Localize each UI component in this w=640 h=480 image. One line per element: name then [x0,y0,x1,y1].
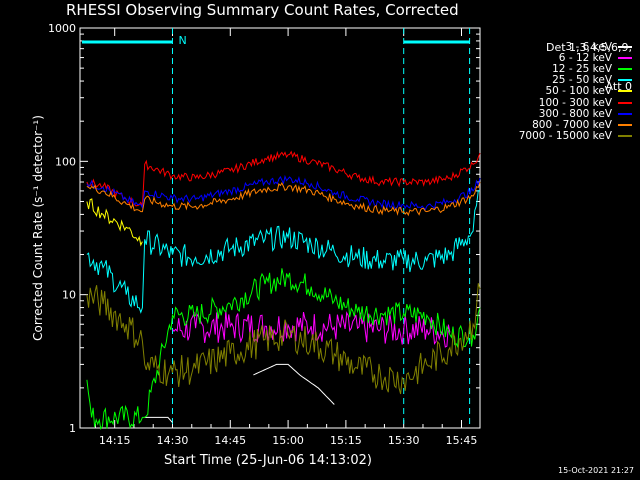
legend-swatch [618,67,632,70]
legend-label: 6 - 12 keV [558,51,612,64]
series-line-25-50keV [86,190,481,314]
legend-swatch [618,90,632,93]
series-line-6-12keV [172,310,451,348]
legend-entry: 6 - 12 keV [519,51,632,64]
x-tick-label: 15:30 [388,434,420,447]
series-line-800-7000keV [86,181,481,217]
legend-entry: 100 - 300 keV [519,96,632,109]
generated-timestamp: 15-Oct-2021 21:27 [558,466,634,475]
series-line-3-6keV [144,416,173,423]
series-line-7000-15000keV [86,283,481,395]
legend-swatch [618,135,632,138]
series-line-3-6keV [253,363,335,405]
legend-swatch [618,56,632,59]
legend-label: 12 - 25 keV [552,62,612,75]
detector-list: Det 1,3,4,5,6,9, [545,41,632,54]
legend-entry: 12 - 25 keV [519,62,632,75]
legend: 3 - 6 keV 6 - 12 keV 12 - 25 keV 25 - 50 ke… [519,41,632,142]
series-line-12-25keV [86,268,481,430]
y-tick-label: 100 [55,155,76,168]
legend-entry: 800 - 7000 keV [519,118,632,131]
legend-label: 7000 - 15000 keV [518,130,612,143]
legend-swatch [618,79,632,82]
x-tick-label: 14:45 [214,434,246,447]
plot-frame [79,27,481,429]
legend-label: 25 - 50 keV [552,74,612,87]
legend-label: 3 - 6 keV [565,40,612,53]
legend-entry: 7000 - 15000 keV [518,130,632,143]
x-tick-label: 14:15 [99,434,131,447]
legend-swatch [618,45,632,48]
x-axis-label: Start Time (25-Jun-06 14:13:02) [164,453,372,468]
series-line-100-300keV [86,150,481,207]
legend-label: 300 - 800 keV [538,107,612,120]
x-tick-label: 14:30 [157,434,189,447]
legend-swatch [618,112,632,115]
y-tick-label: 1000 [48,22,76,35]
chart-title: RHESSI Observing Summary Count Rates, Co… [66,1,459,19]
legend-header: Det 1,3,4,5,6,9, Att 0 [546,15,632,119]
legend-label: 50 - 100 keV [545,85,612,98]
x-tick-label: 15:15 [330,434,362,447]
y-tick-label: 10 [62,289,76,302]
legend-swatch [618,123,632,126]
legend-label: 100 - 300 keV [538,96,612,109]
flag-label: N [178,34,186,47]
legend-entry: 300 - 800 keV [519,107,632,120]
legend-swatch [618,101,632,104]
legend-label: 800 - 7000 keV [532,118,612,131]
legend-entry: 50 - 100 keV [519,85,632,98]
x-tick-label: 15:45 [446,434,478,447]
series-line-300-800keV [86,174,481,211]
legend-entry: 25 - 50 keV [519,74,632,87]
attenuator-state: Att 0 [605,80,632,93]
x-tick-label: 15:00 [272,434,304,447]
series-line-50-100keV [86,198,143,247]
legend-entry: 3 - 6 keV [519,40,632,53]
y-axis-label: Corrected Count Rate (s⁻¹ detector⁻¹) [31,115,45,341]
y-tick-label: 1 [69,422,76,435]
